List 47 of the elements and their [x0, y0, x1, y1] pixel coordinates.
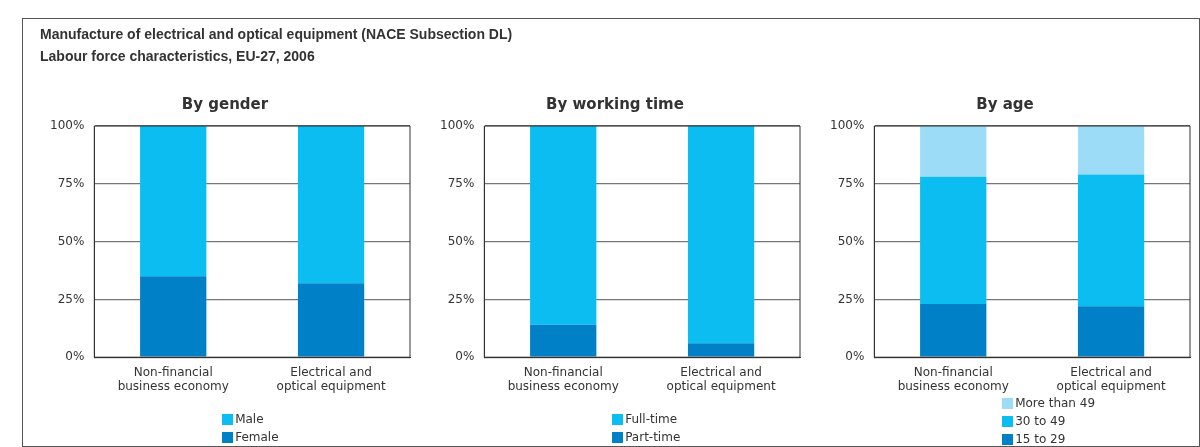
- y-tick-label: 25%: [837, 291, 865, 306]
- x-tick-label: Electrical and optical equipment: [1056, 364, 1166, 393]
- y-tick-label: 75%: [447, 175, 475, 190]
- legend-label: 30 to 49: [1015, 413, 1066, 430]
- legend-label: Female: [235, 429, 279, 446]
- bar: [530, 126, 597, 325]
- bar: [687, 343, 755, 357]
- y-tick-label: 25%: [57, 291, 85, 306]
- y-tick-label: 100%: [829, 118, 865, 133]
- text: Manufacture of electrical and optical equipment (NACE Subsection DL): [40, 26, 513, 42]
- y-tick-label: 75%: [57, 175, 85, 190]
- y-tick-label: 0%: [455, 349, 475, 364]
- bar: [1077, 126, 1145, 175]
- bar: [140, 126, 207, 277]
- x-tick-label: Non-financial business economy: [117, 364, 229, 393]
- bar: [297, 283, 365, 357]
- text: Labour force characteristics, EU-27, 2006: [40, 48, 316, 64]
- y-tick-label: 25%: [447, 291, 475, 306]
- x-tick-label: Non-financial business economy: [897, 364, 1009, 393]
- bar: [1077, 306, 1145, 357]
- y-tick-label: 0%: [65, 349, 85, 364]
- legend-label: Full-time: [625, 411, 678, 428]
- bar: [920, 176, 987, 305]
- bar: [530, 324, 597, 357]
- y-tick-label: 50%: [57, 233, 85, 248]
- chart-title: By gender: [181, 94, 269, 113]
- bar: [920, 304, 987, 357]
- y-tick-label: 50%: [447, 233, 475, 248]
- x-tick-label: Electrical and optical equipment: [666, 364, 776, 393]
- legend-label: 15 to 29: [1015, 431, 1066, 447]
- bar: [920, 126, 987, 177]
- legend-label: Part-time: [625, 429, 681, 446]
- y-tick-label: 50%: [837, 233, 865, 248]
- y-tick-label: 100%: [49, 118, 85, 133]
- bar: [140, 276, 207, 357]
- bar: [297, 126, 365, 284]
- chart-title: By working time: [546, 94, 684, 113]
- bar: [687, 126, 755, 344]
- y-tick-label: 75%: [837, 175, 865, 190]
- x-tick-label: Non-financial business economy: [507, 364, 619, 393]
- legend-label: Male: [235, 411, 264, 428]
- y-tick-label: 0%: [845, 349, 865, 364]
- chart-title: By age: [976, 94, 1034, 113]
- legend-label: More than 49: [1015, 395, 1096, 412]
- y-tick-label: 100%: [439, 118, 475, 133]
- bar: [1077, 174, 1145, 307]
- x-tick-label: Electrical and optical equipment: [276, 364, 386, 393]
